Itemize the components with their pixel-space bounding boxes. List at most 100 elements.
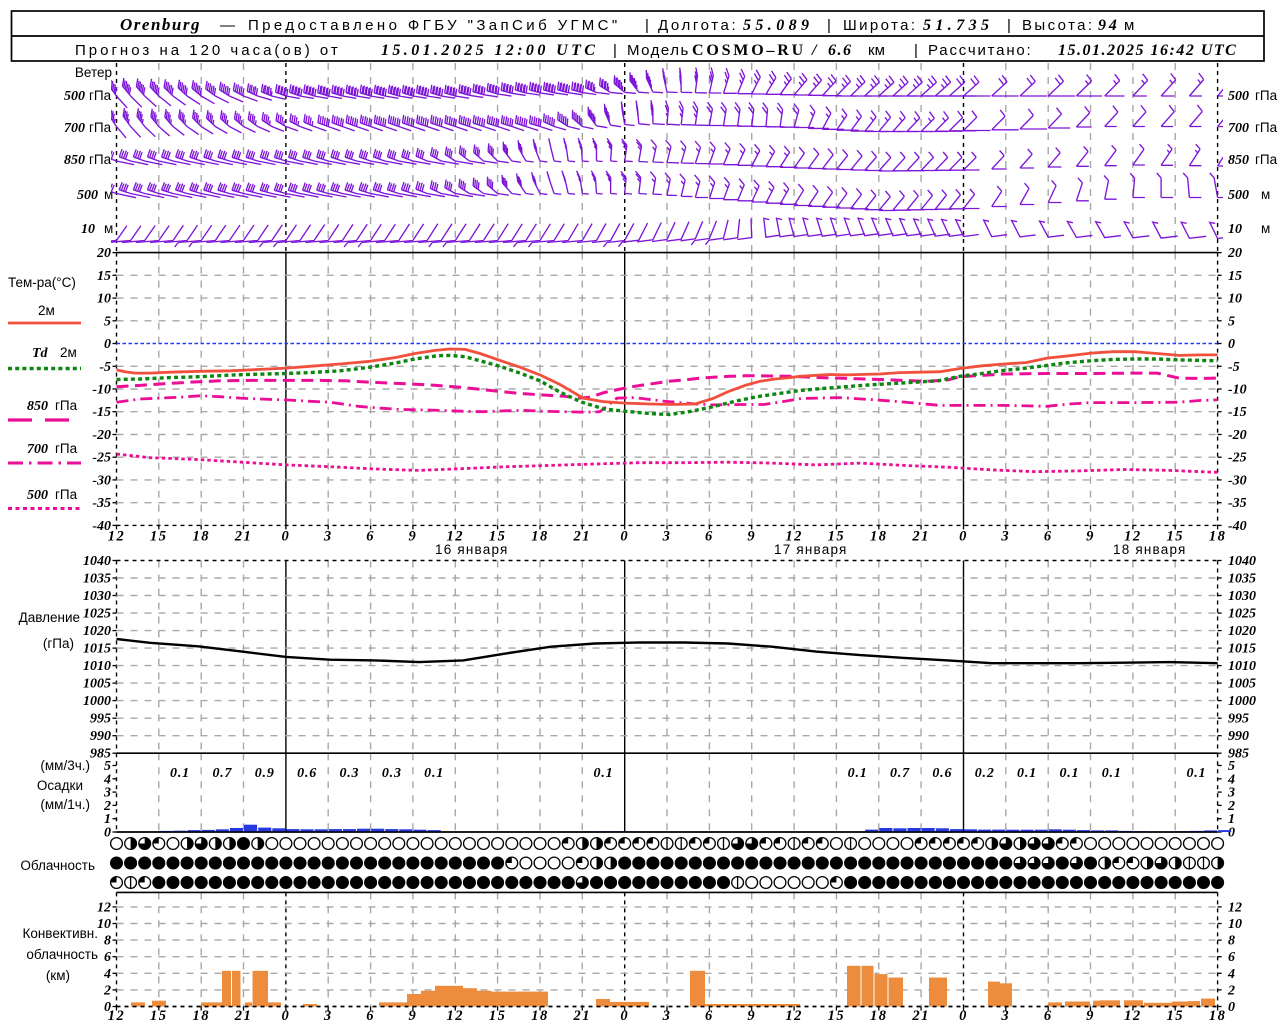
svg-text:500: 500 [77, 188, 98, 203]
svg-text:|: | [645, 17, 649, 34]
svg-text:6.6: 6.6 [828, 42, 853, 59]
svg-text:10: 10 [97, 917, 111, 932]
svg-text:0.1: 0.1 [594, 766, 614, 781]
svg-text:15: 15 [489, 529, 507, 545]
svg-text:850: 850 [27, 399, 48, 414]
svg-text:0: 0 [620, 529, 629, 545]
svg-text:21: 21 [573, 1008, 592, 1024]
svg-text:-5: -5 [99, 360, 111, 375]
svg-text:94: 94 [1098, 17, 1120, 34]
svg-text:9: 9 [747, 1008, 756, 1024]
svg-text:700: 700 [64, 121, 85, 136]
svg-text:3: 3 [1000, 529, 1010, 545]
svg-text:9: 9 [747, 529, 756, 545]
svg-text:1040: 1040 [1228, 554, 1256, 569]
svg-text:Осадки: Осадки [37, 778, 83, 793]
svg-text:Давление: Давление [19, 610, 80, 625]
svg-text:-35: -35 [1228, 496, 1247, 511]
svg-text:4: 4 [1227, 967, 1235, 982]
svg-text:18: 18 [1209, 529, 1227, 545]
svg-text:6: 6 [1044, 529, 1053, 545]
svg-text:12: 12 [447, 1008, 465, 1024]
svg-text:15: 15 [1228, 269, 1242, 284]
svg-text:12: 12 [785, 1008, 803, 1024]
svg-text:гПа: гПа [1255, 152, 1278, 167]
svg-text:21: 21 [573, 529, 592, 545]
svg-text:-30: -30 [1228, 473, 1247, 488]
svg-text:1035: 1035 [83, 572, 111, 587]
svg-text:-20: -20 [1228, 428, 1247, 443]
svg-text:-25: -25 [1228, 451, 1247, 466]
svg-text:2: 2 [1227, 799, 1235, 814]
svg-text:0.1: 0.1 [424, 766, 444, 781]
svg-text:0: 0 [104, 826, 111, 841]
svg-text:3: 3 [1227, 786, 1235, 801]
svg-text:0.1: 0.1 [848, 766, 868, 781]
svg-text:2: 2 [103, 799, 111, 814]
svg-text:Предоставлено ФГБУ "ЗапСиб УГМ: Предоставлено ФГБУ "ЗапСиб УГМС" [248, 17, 621, 34]
svg-text:21: 21 [234, 529, 253, 545]
svg-text:700: 700 [27, 442, 48, 457]
svg-text:16 января: 16 января [435, 542, 509, 557]
svg-text:-10: -10 [1228, 383, 1247, 398]
svg-text:COSMO–RU: COSMO–RU [692, 42, 806, 59]
svg-text:0: 0 [959, 1008, 968, 1024]
svg-text:гПа: гПа [89, 152, 112, 167]
svg-text:15: 15 [828, 529, 846, 545]
svg-text:9: 9 [1086, 529, 1095, 545]
svg-text:1015: 1015 [1228, 642, 1256, 657]
svg-text:/: / [811, 42, 818, 59]
svg-text:0.1: 0.1 [1186, 766, 1206, 781]
svg-text:0: 0 [104, 1000, 111, 1015]
svg-text:15: 15 [828, 1008, 846, 1024]
svg-text:-5: -5 [1228, 360, 1240, 375]
svg-text:3: 3 [662, 1008, 672, 1024]
svg-text:3: 3 [323, 1008, 333, 1024]
svg-text:985: 985 [1228, 747, 1249, 762]
svg-text:(гПа): (гПа) [43, 636, 74, 651]
svg-text:5: 5 [1228, 314, 1235, 329]
svg-text:1: 1 [1228, 812, 1235, 827]
svg-text:гПа: гПа [1255, 88, 1278, 103]
svg-text:гПа: гПа [1255, 120, 1278, 135]
svg-text:гПа: гПа [89, 88, 112, 103]
svg-text:500: 500 [27, 488, 48, 503]
svg-text:5: 5 [1228, 759, 1235, 774]
svg-text:гПа: гПа [89, 120, 112, 135]
svg-text:|: | [1007, 17, 1011, 34]
svg-text:995: 995 [90, 712, 111, 727]
svg-text:гПа: гПа [55, 441, 78, 456]
svg-text:0.7: 0.7 [890, 766, 910, 781]
svg-text:6: 6 [104, 950, 111, 965]
svg-text:17 января: 17 января [774, 542, 848, 557]
svg-text:|: | [914, 42, 918, 59]
svg-text:12: 12 [1124, 529, 1142, 545]
svg-text:985: 985 [90, 747, 111, 762]
svg-text:990: 990 [1228, 729, 1249, 744]
svg-text:Orenburg: Orenburg [120, 15, 201, 34]
svg-text:12: 12 [108, 1008, 126, 1024]
svg-text:15: 15 [1166, 1008, 1184, 1024]
svg-text:12: 12 [1124, 1008, 1142, 1024]
svg-text:1005: 1005 [1228, 677, 1256, 692]
svg-text:3: 3 [103, 786, 111, 801]
svg-text:5: 5 [104, 314, 111, 329]
svg-text:995: 995 [1228, 712, 1249, 727]
svg-text:18: 18 [870, 1008, 888, 1024]
svg-text:0.2: 0.2 [975, 766, 995, 781]
svg-text:Долгота:: Долгота: [658, 17, 738, 34]
svg-text:700: 700 [1228, 121, 1249, 136]
svg-text:6: 6 [1228, 950, 1235, 965]
svg-text:55.089: 55.089 [743, 17, 813, 34]
svg-text:2м: 2м [60, 345, 77, 360]
svg-text:6: 6 [1044, 1008, 1053, 1024]
svg-text:15: 15 [1166, 529, 1184, 545]
svg-text:1020: 1020 [83, 624, 111, 639]
svg-text:-15: -15 [1228, 405, 1247, 420]
svg-text:0.3: 0.3 [339, 766, 359, 781]
svg-text:6: 6 [366, 1008, 375, 1024]
svg-text:15.01.2025 12:00 UTC: 15.01.2025 12:00 UTC [381, 42, 598, 59]
svg-text:15: 15 [150, 529, 168, 545]
svg-text:500: 500 [1228, 188, 1249, 203]
svg-text:Высота:: Высота: [1022, 17, 1094, 34]
